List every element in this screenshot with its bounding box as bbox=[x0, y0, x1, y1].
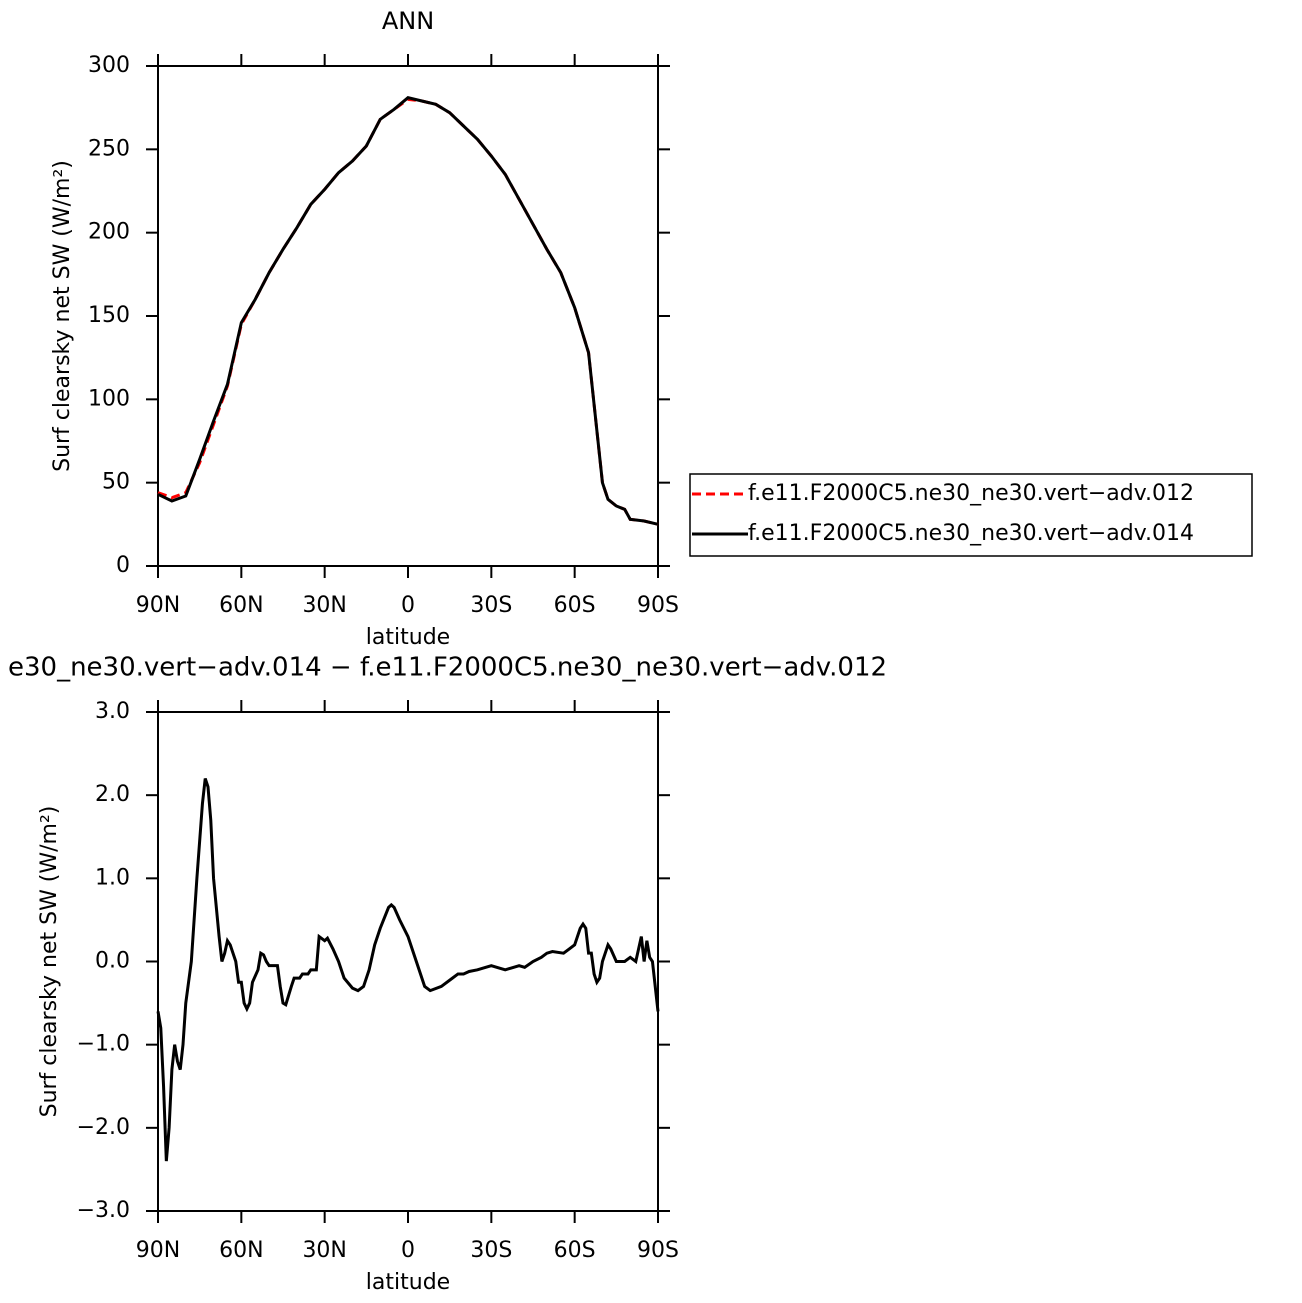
y-tick-label: 0.0 bbox=[95, 949, 130, 974]
chart-title: ANN bbox=[382, 7, 434, 35]
y-tick-label: −3.0 bbox=[77, 1198, 130, 1223]
legend-label: f.e11.F2000C5.ne30_ne30.vert−adv.012 bbox=[748, 481, 1194, 506]
x-tick-label: 30N bbox=[302, 593, 346, 618]
series-line bbox=[156, 778, 660, 1162]
y-tick-label: 300 bbox=[88, 53, 130, 78]
y-tick-label: 50 bbox=[102, 470, 130, 495]
x-tick-label: 0 bbox=[401, 593, 415, 618]
x-tick-label: 60S bbox=[554, 1238, 596, 1263]
x-tick-label: 90N bbox=[136, 593, 180, 618]
x-tick-label: 0 bbox=[401, 1238, 415, 1263]
x-tick-label: 90S bbox=[637, 593, 679, 618]
y-tick-label: 2.0 bbox=[95, 782, 130, 807]
x-tick-label: 30N bbox=[302, 1238, 346, 1263]
plot-frame bbox=[157, 711, 659, 1212]
x-tick-label: 90N bbox=[136, 1238, 180, 1263]
x-tick-label: 30S bbox=[470, 1238, 512, 1263]
y-tick-label: 3.0 bbox=[95, 699, 130, 724]
x-tick-label: 90S bbox=[637, 1238, 679, 1263]
x-tick-label: 60S bbox=[554, 593, 596, 618]
y-tick-label: 1.0 bbox=[95, 865, 130, 890]
y-tick-label: 250 bbox=[88, 136, 130, 161]
y-axis-label: Surf clearsky net SW (W/m²) bbox=[37, 806, 62, 1118]
y-tick-label: 200 bbox=[88, 220, 130, 245]
x-tick-label: 60N bbox=[219, 1238, 263, 1263]
y-tick-label: 150 bbox=[88, 303, 130, 328]
y-tick-label: 0 bbox=[116, 553, 130, 578]
series-line bbox=[157, 96, 659, 526]
y-tick-label: −1.0 bbox=[77, 1032, 130, 1057]
x-axis-label: latitude bbox=[366, 1270, 450, 1295]
y-tick-label: −2.0 bbox=[77, 1115, 130, 1140]
chart-title: e30_ne30.vert−adv.014 − f.e11.F2000C5.ne… bbox=[8, 653, 887, 683]
y-tick-label: 100 bbox=[88, 386, 130, 411]
legend-box bbox=[689, 473, 1253, 557]
x-tick-label: 60N bbox=[219, 593, 263, 618]
legend-label: f.e11.F2000C5.ne30_ne30.vert−adv.014 bbox=[748, 521, 1194, 546]
series-line bbox=[157, 97, 659, 526]
y-axis-label: Surf clearsky net SW (W/m²) bbox=[50, 160, 75, 472]
x-tick-label: 30S bbox=[470, 593, 512, 618]
plot-frame bbox=[157, 65, 659, 567]
x-axis-label: latitude bbox=[366, 625, 450, 650]
